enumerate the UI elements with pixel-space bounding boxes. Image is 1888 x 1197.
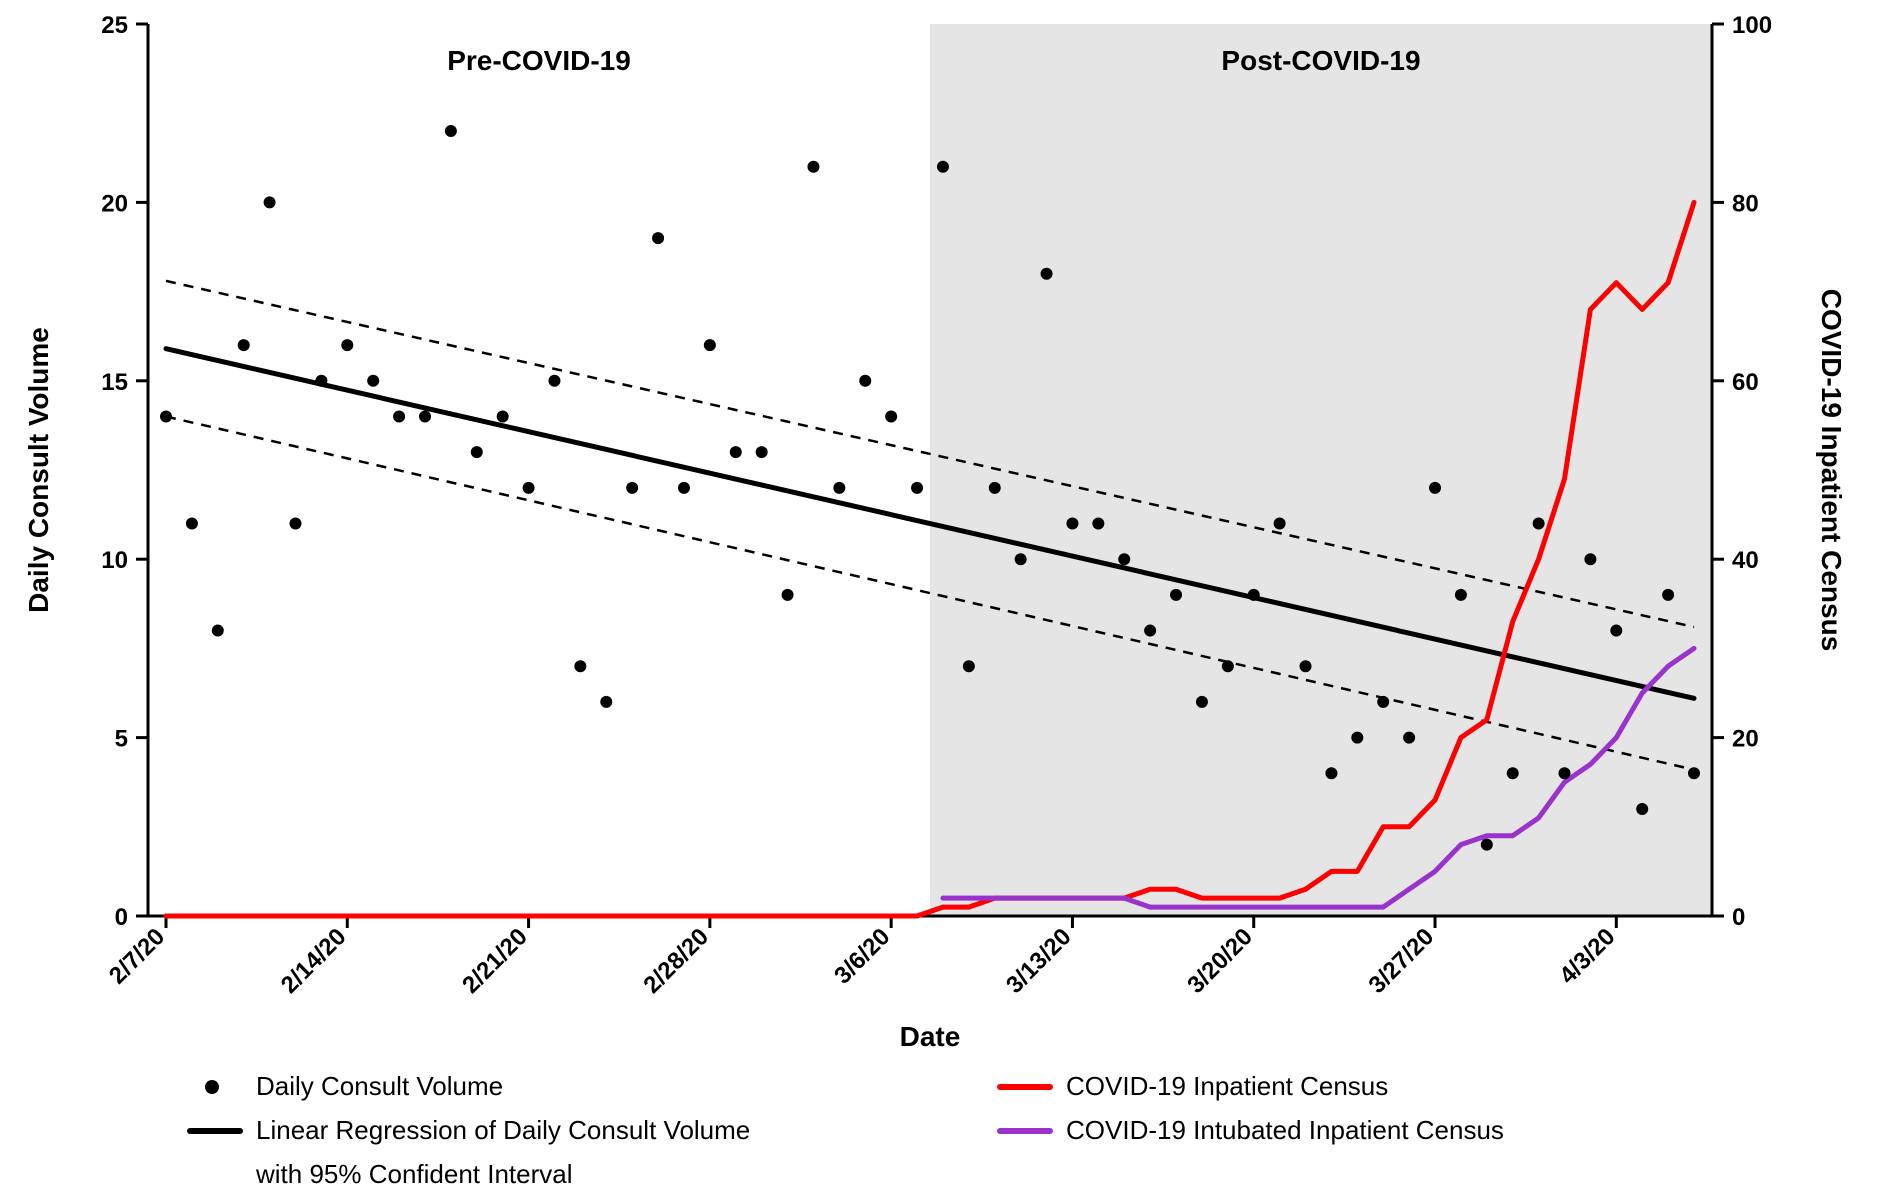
y-right-tick-label: 20	[1732, 726, 1759, 753]
consult-volume-point	[1274, 518, 1286, 530]
consult-volume-point	[782, 589, 794, 601]
consult-volume-point	[1688, 767, 1700, 779]
consult-volume-point	[264, 196, 276, 208]
y-left-label: Daily Consult Volume	[23, 327, 54, 613]
consult-volume-point	[626, 482, 638, 494]
legend-label: COVID-19 Intubated Inpatient Census	[1066, 1115, 1504, 1145]
legend-label: Linear Regression of Daily Consult Volum…	[256, 1115, 750, 1145]
consult-volume-point	[523, 482, 535, 494]
consult-volume-point	[212, 625, 224, 637]
consult-volume-point	[1559, 767, 1571, 779]
x-tick-label: 3/27/20	[1364, 923, 1440, 999]
consult-volume-point	[859, 375, 871, 387]
consult-volume-point	[1584, 553, 1596, 565]
consult-volume-point	[497, 410, 509, 422]
consult-volume-point	[367, 375, 379, 387]
y-left-tick-label: 25	[101, 12, 128, 39]
consult-volume-point	[1300, 660, 1312, 672]
consult-volume-point	[393, 410, 405, 422]
consult-volume-point	[600, 696, 612, 708]
x-tick-label: 2/28/20	[638, 923, 714, 999]
consult-volume-point	[730, 446, 742, 458]
consult-volume-point	[885, 410, 897, 422]
consult-volume-point	[1041, 268, 1053, 280]
consult-volume-point	[963, 660, 975, 672]
consult-volume-point	[471, 446, 483, 458]
consult-volume-point	[574, 660, 586, 672]
consult-volume-point	[341, 339, 353, 351]
consult-volume-point	[1636, 803, 1648, 815]
y-right-label: COVID-19 Inpatient Census	[1816, 289, 1847, 652]
consult-volume-point	[1196, 696, 1208, 708]
consult-volume-point	[1377, 696, 1389, 708]
consult-volume-point	[1092, 518, 1104, 530]
consult-volume-point	[548, 375, 560, 387]
consult-volume-point	[238, 339, 250, 351]
x-tick-label: 2/21/20	[457, 923, 533, 999]
chart-container: Pre-COVID-19 Post-COVID-19 0 5 10 15 20 25 0 20 40…	[0, 0, 1888, 1197]
consult-volume-point	[1429, 482, 1441, 494]
consult-volume-point	[1170, 589, 1182, 601]
consult-volume-point	[652, 232, 664, 244]
consult-volume-point	[1015, 553, 1027, 565]
legend-label: COVID-19 Inpatient Census	[1066, 1071, 1388, 1101]
legend-label: Daily Consult Volume	[256, 1071, 503, 1101]
consult-volume-point	[1325, 767, 1337, 779]
consult-volume-point	[704, 339, 716, 351]
consult-volume-point	[1662, 589, 1674, 601]
consult-volume-point	[1507, 767, 1519, 779]
y-right-tick-label: 80	[1732, 190, 1759, 217]
consult-volume-point	[186, 518, 198, 530]
legend-marker	[205, 1080, 219, 1094]
consult-volume-point	[160, 410, 172, 422]
region-post-label: Post-COVID-19	[1221, 45, 1420, 76]
y-right-tick-label: 0	[1732, 904, 1745, 931]
region-pre-label: Pre-COVID-19	[447, 45, 631, 76]
consult-volume-point	[756, 446, 768, 458]
post-covid-shading	[930, 24, 1712, 916]
y-right-tick-label: 40	[1732, 547, 1759, 574]
consult-volume-point	[1455, 589, 1467, 601]
x-tick-label: 3/20/20	[1182, 923, 1258, 999]
y-left-tick-label: 15	[101, 369, 128, 396]
y-left-tick-label: 0	[115, 904, 128, 931]
x-tick-label: 3/6/20	[829, 923, 895, 989]
y-right-tick-label: 60	[1732, 369, 1759, 396]
y-left-tick-label: 10	[101, 547, 128, 574]
consult-volume-point	[1066, 518, 1078, 530]
consult-volume-point	[289, 518, 301, 530]
consult-volume-point	[419, 410, 431, 422]
legend-label: with 95% Confident Interval	[255, 1159, 573, 1189]
y-right-tick-label: 100	[1732, 12, 1772, 39]
consult-volume-point	[911, 482, 923, 494]
consult-volume-point	[1481, 839, 1493, 851]
consult-volume-point	[1403, 732, 1415, 744]
x-label: Date	[900, 1021, 961, 1052]
consult-volume-point	[833, 482, 845, 494]
consult-volume-point	[807, 161, 819, 173]
consult-volume-point	[1118, 553, 1130, 565]
x-tick-label: 2/14/20	[276, 923, 352, 999]
y-left-tick-label: 5	[115, 726, 128, 753]
chart-svg: Pre-COVID-19 Post-COVID-19 0 5 10 15 20 25 0 20 40…	[0, 0, 1888, 1197]
consult-volume-point	[1222, 660, 1234, 672]
consult-volume-point	[445, 125, 457, 137]
y-left-tick-label: 20	[101, 190, 128, 217]
x-tick-label: 2/7/20	[104, 923, 170, 989]
consult-volume-point	[1144, 625, 1156, 637]
x-tick-label: 4/3/20	[1554, 923, 1620, 989]
consult-volume-point	[1351, 732, 1363, 744]
consult-volume-point	[678, 482, 690, 494]
consult-volume-point	[989, 482, 1001, 494]
x-tick-label: 3/13/20	[1001, 923, 1077, 999]
consult-volume-point	[937, 161, 949, 173]
consult-volume-point	[315, 375, 327, 387]
consult-volume-point	[1610, 625, 1622, 637]
consult-volume-point	[1533, 518, 1545, 530]
consult-volume-point	[1248, 589, 1260, 601]
